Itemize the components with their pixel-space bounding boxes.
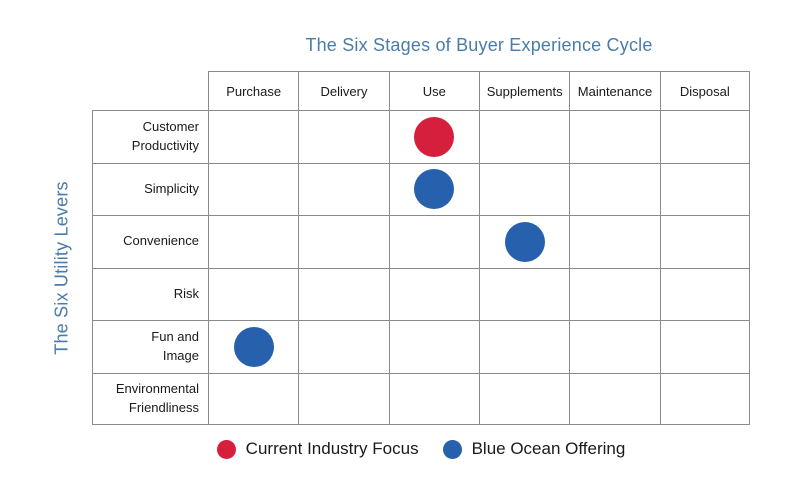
matrix-cell [659,110,750,163]
row-label: Customer Productivity [92,110,208,163]
matrix-cell [388,215,479,268]
matrix-cell [298,320,389,373]
corner-cell [92,71,208,110]
matrix-cell [298,267,389,320]
legend-item: Blue Ocean Offering [442,439,626,459]
matrix-cell [298,215,389,268]
column-header-supplements: Supplements [479,71,570,110]
matrix-cell [388,162,479,215]
matrix-cell [208,320,299,373]
column-header-disposal: Disposal [659,71,750,110]
row-label: Convenience [92,215,208,268]
matrix-cell [569,320,660,373]
matrix-cell [569,215,660,268]
legend-label: Blue Ocean Offering [471,439,626,458]
utility-matrix: Purchase Delivery Use Supplements Maintenanc… [92,71,750,425]
matrix-cell [659,215,750,268]
blue-ocean-legend-dot [442,439,462,459]
column-header-purchase: Purchase [208,71,299,110]
blue-ocean-dot [233,326,274,367]
chart-title: The Six Stages of Buyer Experience Cycle [305,35,653,55]
matrix-cell [208,372,299,425]
matrix-cell [659,372,750,425]
matrix-cell [388,110,479,163]
column-header-maintenance: Maintenance [569,71,660,110]
matrix-cell [388,372,479,425]
row-label: Environmental Friendliness [92,372,208,425]
matrix-cell [479,162,570,215]
matrix-cell [569,162,660,215]
column-header-use: Use [388,71,479,110]
matrix-cell [479,267,570,320]
row-label: Risk [92,267,208,320]
matrix-cell [569,267,660,320]
matrix-cell [388,320,479,373]
matrix-cell [208,162,299,215]
matrix-cell [479,372,570,425]
matrix-cell [298,372,389,425]
blue-ocean-dot [414,169,455,210]
blue-ocean-dot [504,221,545,262]
current-industry-dot [414,116,455,157]
matrix-cell [479,110,570,163]
matrix-cell [479,320,570,373]
column-header-delivery: Delivery [298,71,389,110]
matrix-cell [659,267,750,320]
matrix-cell [208,215,299,268]
matrix-cell [298,162,389,215]
matrix-cell [569,110,660,163]
matrix-cell [208,110,299,163]
legend-label: Current Industry Focus [245,439,419,458]
matrix-cell [659,162,750,215]
y-axis-label: The Six Utility Levers [51,181,72,355]
matrix-cell [659,320,750,373]
matrix-cell [479,215,570,268]
matrix-cell [569,372,660,425]
legend-item: Current Industry Focus [216,439,419,459]
matrix-cell [298,110,389,163]
matrix-cell [208,267,299,320]
row-label: Fun and Image [92,320,208,373]
row-label: Simplicity [92,162,208,215]
current-industry-legend-dot [216,439,236,459]
matrix-cell [388,267,479,320]
legend: Current Industry Focus Blue Ocean Offerin… [92,436,750,462]
